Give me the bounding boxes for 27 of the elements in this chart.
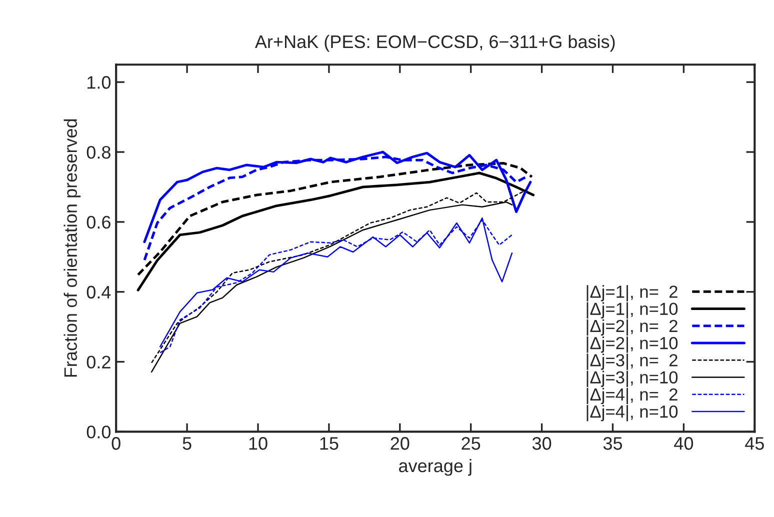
- legend-label: |Δj=1|, n=10: [586, 302, 678, 319]
- y-axis-title: Fraction of orientation preserved: [64, 119, 81, 377]
- legend-label: |Δj=3|, n=10: [586, 370, 678, 388]
- x-tick-label: 25: [462, 437, 480, 450]
- y-tick-label: 0.4: [86, 286, 111, 299]
- x-tick-label: 30: [532, 437, 552, 450]
- legend-label: |Δj=1|, n= 2: [586, 285, 678, 302]
- y-tick-label: 0.2: [86, 356, 110, 368]
- legend-label: |Δj=2|, n= 2: [586, 319, 678, 336]
- x-tick-label: 20: [390, 437, 410, 450]
- y-tick-label: 0.6: [86, 216, 110, 229]
- x-tick-label: 5: [182, 437, 192, 450]
- x-tick-label: 40: [674, 437, 694, 450]
- chart-title: Ar+NaK (PES: EOM−CCSD, 6−311+G basis): [254, 34, 615, 52]
- legend-label: |Δj=2|, n=10: [586, 336, 678, 353]
- legend-label: |Δj=4|, n= 2: [586, 388, 678, 404]
- x-tick-label: 15: [320, 437, 338, 450]
- x-tick-label: 0: [112, 437, 120, 450]
- x-tick-label: 10: [249, 437, 268, 450]
- y-tick-label: 0.8: [86, 146, 110, 159]
- y-tick-label: 1.0: [88, 76, 111, 89]
- x-tick-label: 45: [745, 437, 764, 450]
- legend-label: |Δj=3|, n= 2: [586, 354, 678, 370]
- y-tick-label: 0.0: [86, 426, 111, 438]
- x-axis-title: average j: [399, 458, 472, 476]
- legend-label: |Δj=4|, n=10: [586, 405, 678, 422]
- x-tick-label: 35: [603, 437, 622, 450]
